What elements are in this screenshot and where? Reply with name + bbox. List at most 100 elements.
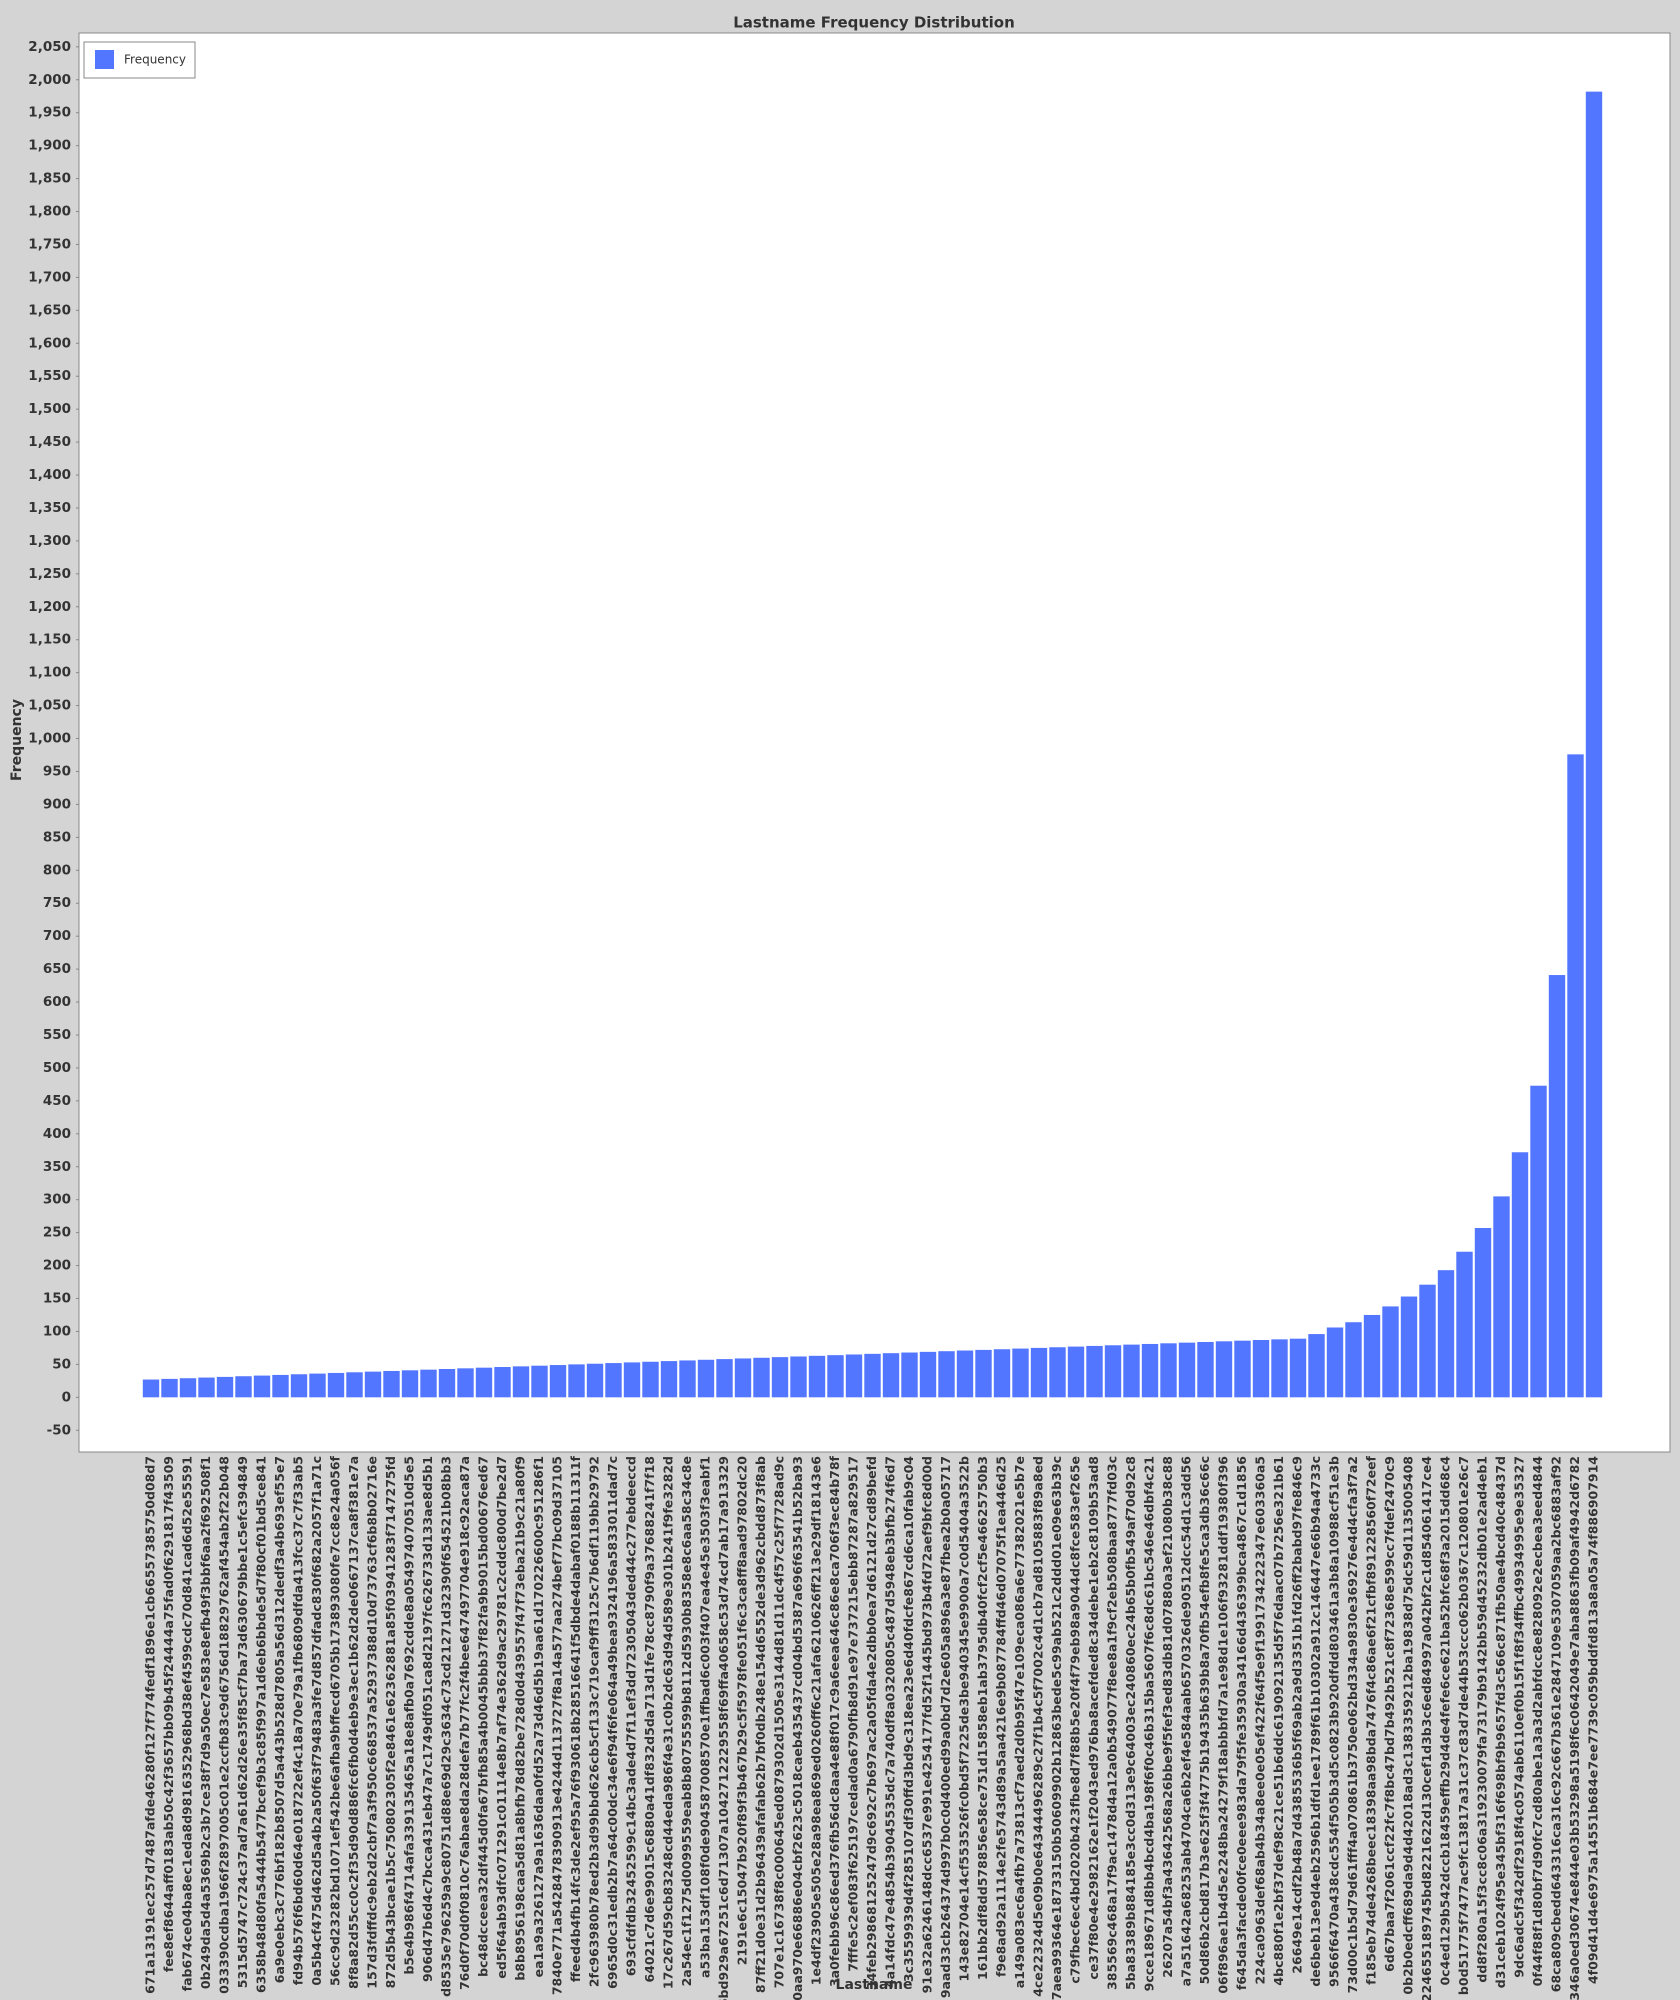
- x-tick-label: 26649e14cdf2b48a7d4385536b5f69ab2a9d3351…: [1290, 1456, 1305, 1974]
- bar: [531, 1365, 548, 1398]
- x-tick-label: d8535e796259a9c80751d88e69d29c3634c73cd2…: [439, 1456, 454, 1997]
- x-tick-label: fab674ce04ba8ec1eda8d9816352968bd38ef459…: [180, 1456, 195, 1991]
- bar: [346, 1372, 363, 1398]
- y-tick-label: 1,700: [28, 269, 71, 285]
- bar: [1234, 1340, 1251, 1398]
- bar: [364, 1371, 382, 1398]
- bar: [1197, 1341, 1214, 1398]
- bar: [290, 1374, 308, 1398]
- y-tick-label: -50: [47, 1422, 71, 1438]
- x-tick-label: 91e32a6246148dcc6537e991e4254177fd52f144…: [920, 1456, 935, 1993]
- x-tick-label: 7fffe5c2ef083f625197cedad0a6790fb8d91e97…: [846, 1456, 861, 1972]
- x-tick-label: a7a51642a68253ab4704ca6b2ef4e584aab65703…: [1179, 1456, 1194, 1987]
- x-tick-label: a53ba153df108f0de904587008570e1ffbad6c00…: [698, 1456, 713, 1978]
- y-tick-label: 0: [62, 1389, 71, 1405]
- bar: [1511, 1152, 1529, 1398]
- x-tick-label: 0c4ed129b542dccb18459effb29d4de4fefe6ce6…: [1438, 1456, 1453, 1986]
- y-tick-label: 1,350: [28, 500, 71, 516]
- bar: [1363, 1314, 1381, 1398]
- y-tick-label: 1,050: [28, 698, 71, 714]
- bar: [494, 1367, 511, 1398]
- bar: [975, 1349, 992, 1398]
- chart-title: Lastname Frequency Distribution: [733, 14, 1015, 32]
- x-tick-label: b0d51775f7477ac9fc13817a31c37c83d7de44b5…: [1456, 1456, 1471, 1995]
- y-tick-label: 1,500: [28, 401, 71, 417]
- bar: [734, 1358, 752, 1398]
- bar: [142, 1379, 160, 1398]
- y-tick-label: 900: [43, 796, 71, 812]
- bar: [1345, 1322, 1362, 1398]
- x-tick-label: 34feb29868125247d9c692c7b697ac2a05fda4e2…: [864, 1456, 879, 1990]
- bar: [1086, 1345, 1103, 1398]
- x-tick-label: ea1a9a326127a9a1636daa0fd52a73d46d5b19aa…: [531, 1456, 546, 1977]
- bar: [253, 1375, 271, 1398]
- y-tick-label: 600: [43, 994, 71, 1010]
- y-tick-label: 1,300: [28, 533, 71, 549]
- bar: [864, 1353, 881, 1398]
- x-tick-label: 872d5b43bcae1b5c750802305f2e8461e6236288…: [383, 1456, 398, 1988]
- y-tick-label: 50: [52, 1356, 71, 1372]
- x-tick-label: f185eb74de4268beec18398aa98bda7476f4c86a…: [1364, 1455, 1379, 1984]
- x-tick-label: b8b8956198caa5d81a8bfb78d82be728d0d43955…: [513, 1456, 528, 1981]
- bar: [457, 1368, 474, 1398]
- legend-label: Frequency: [124, 53, 186, 67]
- y-tick-label: 550: [43, 1027, 71, 1043]
- x-tick-label: f9e8ad92a1114e2fe5743d89a5aa4216e9b08778…: [994, 1456, 1009, 1977]
- y-tick-label: 800: [43, 862, 71, 878]
- x-tick-label: 224655189745bd8221622d130cef1d3b3c6ed849…: [1419, 1456, 1434, 2000]
- x-tick-label: 224ca0963def68ab4b34a8ee0e05ef422f64f5e9…: [1253, 1456, 1268, 1985]
- bar: [1215, 1341, 1233, 1398]
- y-tick-label: 100: [43, 1323, 71, 1339]
- bar: [919, 1351, 937, 1398]
- bar: [623, 1362, 641, 1398]
- y-tick-label: 1,100: [28, 665, 71, 681]
- y-tick-label: 2,050: [28, 39, 71, 55]
- x-tick-label: 9dc6adc5f342df2918f4c0574ab6110ef0b15f1f…: [1512, 1456, 1527, 1978]
- bar: [642, 1361, 659, 1398]
- bar: [1437, 1270, 1455, 1398]
- bar: [1493, 1196, 1510, 1398]
- x-tick-label: 64021c7d6e99015c6880a41df832d5da713d1fe7…: [642, 1456, 657, 1983]
- plot-area: [78, 32, 1671, 1453]
- y-tick-label: 300: [43, 1192, 71, 1208]
- x-tick-label: 6358b48d80fa5444b5477bcef9b3c85f997a1d6e…: [254, 1456, 269, 1993]
- y-tick-label: 750: [43, 895, 71, 911]
- y-tick-label: 1,150: [28, 632, 71, 648]
- bar: [272, 1374, 289, 1398]
- x-tick-label: 7aea99364e18733150b50609902b12863bede5c9…: [1049, 1456, 1064, 2000]
- bar: [1252, 1340, 1270, 1398]
- y-tick-label: 650: [43, 961, 71, 977]
- bar: [956, 1350, 974, 1398]
- x-tick-label: 0b2b0edcff689da9d4d42018ad3c1383359212ba…: [1401, 1456, 1416, 1995]
- bar: [383, 1370, 400, 1398]
- x-tick-label: 0a5b4cf475d462d5a4b2a50f63f79483a3fe7d85…: [309, 1456, 324, 1986]
- bar: [586, 1363, 604, 1398]
- bar: [771, 1357, 789, 1398]
- bar: [938, 1351, 955, 1398]
- y-tick-label: 200: [43, 1258, 71, 1274]
- x-tick-label: 6d67baa7f2061ccf22fc7f8bc47bd7b492b521c8…: [1382, 1456, 1397, 1972]
- x-tick-label: c79fbec6ec4bd2020b423fbe8d7f88b5e20f4f79…: [1068, 1456, 1083, 1984]
- y-tick-label: 1,600: [28, 335, 71, 351]
- x-tick-label: 3c3559939d4f285107df30ffd3bd9c318ea23e6d…: [901, 1456, 916, 1982]
- y-tick-label: 1,400: [28, 467, 71, 483]
- bar: [327, 1372, 345, 1398]
- bar: [882, 1353, 900, 1398]
- x-tick-label: 6965d0c31edb2b7a64c00dc34e6f94f6fe064a49…: [605, 1456, 620, 1989]
- bar: [1289, 1338, 1307, 1398]
- x-tick-label: 9566f6470a438cdc554f505b3d5c0823b920dfdd…: [1327, 1456, 1342, 1987]
- bar: [198, 1377, 215, 1398]
- bar: [845, 1354, 863, 1398]
- x-tick-label: 3a0febb96c86ed376fb56dc8aa4e88f017c9a6ee…: [827, 1455, 842, 1987]
- legend-swatch: [95, 50, 114, 69]
- x-tick-label: 346a0ed30674e844e03b53298a5198f6c0642049…: [1567, 1456, 1582, 2000]
- x-tick-label: 7840e771a5428478390913e4244d113727f8a14a…: [550, 1456, 565, 1995]
- bar: [1141, 1343, 1159, 1398]
- bar: [1160, 1343, 1177, 1398]
- bar: [808, 1355, 826, 1398]
- x-tick-label: 73d00c1b5d79d61fff4a070861b3750e062bd334…: [1345, 1456, 1360, 1993]
- bar: [549, 1365, 567, 1398]
- x-tick-label: 5ba83389b884185e3cc0d313e9c64003ec240860…: [1123, 1456, 1138, 1990]
- x-tick-label: 56cc9d23282bd1071ef542be6afba9bffecd6705…: [328, 1455, 343, 1986]
